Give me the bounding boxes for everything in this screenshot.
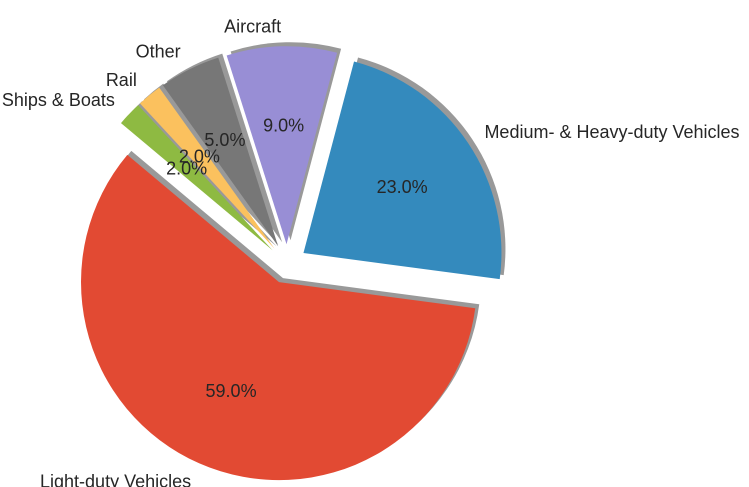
percent-label-other: 5.0% [204, 130, 245, 150]
slice-ships-boats [120, 105, 273, 251]
label-aircraft: Aircraft [224, 16, 281, 36]
label-ships-boats: Ships & Boats [2, 90, 115, 110]
slice-aircraft [226, 46, 338, 245]
label-light-duty-vehicles: Light-duty Vehicles [40, 471, 191, 487]
label-other: Other [136, 42, 181, 62]
percent-label-ships-boats: 2.0% [166, 158, 207, 178]
label-medium-heavy-duty-vehicles: Medium- & Heavy-duty Vehicles [484, 122, 739, 142]
percent-label-light-duty-vehicles: 59.0% [206, 381, 257, 401]
slice-layer [81, 46, 502, 481]
label-rail: Rail [106, 70, 137, 90]
label-layer: Light-duty Vehicles 59.0% Medium- & Heavy-… [2, 16, 740, 487]
percent-label-medium-heavy-duty-vehicles: 23.0% [377, 177, 428, 197]
slice-other [162, 57, 279, 247]
percent-label-aircraft: 9.0% [263, 115, 304, 135]
slice-medium-heavy-duty-vehicles [303, 61, 502, 280]
percent-label-rail: 2.0% [179, 147, 220, 167]
slice-light-duty-vehicles [81, 154, 476, 481]
slice-rail [139, 87, 275, 249]
